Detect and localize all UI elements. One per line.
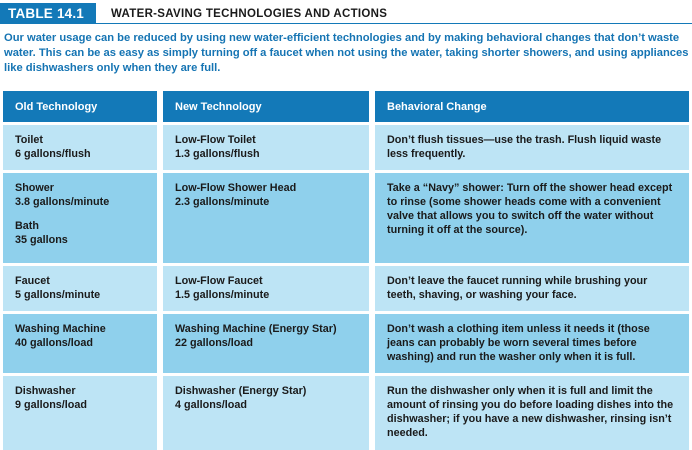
behavioral-change-cell: Don’t flush tissues—use the trash. Flush…: [375, 125, 689, 170]
new-technology-cell: Washing Machine (Energy Star) 22 gallons…: [163, 314, 369, 373]
old-technology-name: Dishwasher: [15, 385, 76, 397]
old-technology-cell: Toilet 6 gallons/flush: [3, 125, 157, 170]
new-technology-name: Dishwasher (Energy Star): [175, 385, 307, 397]
column-header-change: Behavioral Change: [375, 91, 689, 122]
old-technology-cell: Dishwasher 9 gallons/load: [3, 376, 157, 450]
table-header: TABLE 14.1 WATER-SAVING TECHNOLOGIES AND…: [0, 0, 692, 26]
behavioral-change-line: to rinse (some shower heads come with a …: [387, 196, 661, 208]
behavioral-change-cell: Run the dishwasher only when it is full …: [375, 376, 689, 450]
old-technology-usage: 35 gallons: [15, 234, 68, 246]
new-technology-name: Low-Flow Faucet: [175, 275, 263, 287]
table-row: Shower 3.8 gallons/minute Bath 35 gallon…: [0, 173, 692, 263]
old-technology-usage: 3.8 gallons/minute: [15, 196, 110, 208]
table-number-badge: TABLE 14.1: [0, 3, 96, 24]
new-technology-cell: Low-Flow Toilet 1.3 gallons/flush: [163, 125, 369, 170]
behavioral-change-line: washing) and run the washer only when it…: [387, 351, 636, 363]
behavioral-change-cell: Take a “Navy” shower: Turn off the showe…: [375, 173, 689, 263]
behavioral-change-line: Don’t flush tissues—use the trash. Flush…: [387, 134, 662, 146]
old-technology-usage: 40 gallons/load: [15, 337, 93, 349]
behavioral-change-line: less frequently.: [387, 148, 466, 160]
new-technology-cell: Low-Flow Faucet 1.5 gallons/minute: [163, 266, 369, 311]
table-title: WATER-SAVING TECHNOLOGIES AND ACTIONS: [111, 8, 388, 20]
new-technology-name: Low-Flow Shower Head: [175, 182, 297, 194]
behavioral-change-line: Don’t leave the faucet running while bru…: [387, 275, 648, 287]
behavioral-change-line: Run the dishwasher only when it is full …: [387, 385, 653, 397]
table-row: Dishwasher 9 gallons/load Dishwasher (En…: [0, 376, 692, 450]
old-technology-usage: 6 gallons/flush: [15, 148, 91, 160]
behavioral-change-line: Take a “Navy” shower: Turn off the showe…: [387, 182, 673, 194]
new-technology-usage: 1.5 gallons/minute: [175, 289, 270, 301]
old-technology-name: Shower: [15, 182, 54, 194]
behavioral-change-line: teeth, shaving, or washing your face.: [387, 289, 577, 301]
old-technology-name: Toilet: [15, 134, 43, 146]
behavioral-change-line: jeans can probably be worn several times…: [387, 337, 637, 349]
header-rule: [96, 23, 692, 24]
new-technology-usage: 22 gallons/load: [175, 337, 253, 349]
table-header-row: Old Technology New Technology Behavioral…: [0, 91, 692, 122]
behavioral-change-line: amount of rinsing you do before loading …: [387, 399, 674, 411]
behavioral-change-line: valve that allows you to switch off the …: [387, 210, 654, 222]
behavioral-change-line: Don’t wash a clothing item unless it nee…: [387, 323, 650, 335]
new-technology-cell: Low-Flow Shower Head 2.3 gallons/minute: [163, 173, 369, 263]
table-row: Faucet 5 gallons/minute Low-Flow Faucet …: [0, 266, 692, 311]
behavioral-change-line: needed.: [387, 427, 428, 439]
behavioral-change-line: dishwasher; if you have a new dishwasher…: [387, 413, 672, 425]
column-header-new: New Technology: [163, 91, 369, 122]
old-technology-name: Faucet: [15, 275, 50, 287]
new-technology-usage: 4 gallons/load: [175, 399, 247, 411]
new-technology-usage: 1.3 gallons/flush: [175, 148, 260, 160]
behavioral-change-cell: Don’t leave the faucet running while bru…: [375, 266, 689, 311]
intro-paragraph: Our water usage can be reduced by using …: [4, 32, 689, 74]
new-technology-usage: 2.3 gallons/minute: [175, 196, 270, 208]
behavioral-change-cell: Don’t wash a clothing item unless it nee…: [375, 314, 689, 373]
table-row: Washing Machine 40 gallons/load Washing …: [0, 314, 692, 373]
cell-spacer: [15, 209, 157, 219]
column-header-old: Old Technology: [3, 91, 157, 122]
old-technology-cell: Washing Machine 40 gallons/load: [3, 314, 157, 373]
new-technology-name: Washing Machine (Energy Star): [175, 323, 337, 335]
new-technology-name: Low-Flow Toilet: [175, 134, 256, 146]
new-technology-cell: Dishwasher (Energy Star) 4 gallons/load: [163, 376, 369, 450]
behavioral-change-line: turning it off at the source).: [387, 224, 528, 236]
old-technology-cell: Faucet 5 gallons/minute: [3, 266, 157, 311]
old-technology-cell: Shower 3.8 gallons/minute Bath 35 gallon…: [3, 173, 157, 263]
old-technology-name: Bath: [15, 220, 39, 232]
old-technology-usage: 9 gallons/load: [15, 399, 87, 411]
old-technology-name: Washing Machine: [15, 323, 106, 335]
old-technology-usage: 5 gallons/minute: [15, 289, 101, 301]
table-row: Toilet 6 gallons/flush Low-Flow Toilet 1…: [0, 125, 692, 170]
